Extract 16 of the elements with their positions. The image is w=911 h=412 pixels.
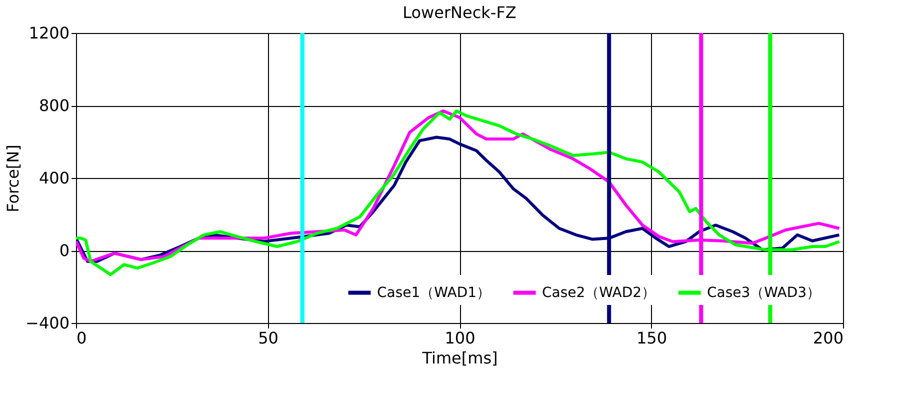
x-tick-label: 0 (76, 328, 87, 348)
x-tick-label: 50 (258, 328, 278, 348)
x-tick-label: 100 (444, 328, 476, 348)
x-axis-title: Time[ms] (421, 348, 498, 368)
y-tick-label: 400 (38, 168, 70, 188)
y-tick-label: 1200 (28, 24, 70, 42)
y-tick-label: 0 (59, 241, 70, 260)
legend-label: Case2（WAD2） (542, 284, 656, 301)
legend-label: Case1（WAD1） (377, 284, 491, 301)
chart-title: LowerNeck-FZ (402, 3, 516, 22)
x-tick-label: 200 (812, 328, 844, 348)
y-axis-title: Force[N] (4, 144, 23, 212)
y-tick-label: −400 (26, 314, 70, 332)
x-tick-label: 150 (636, 328, 668, 348)
legend-label: Case3（WAD3） (707, 284, 821, 301)
y-tick-label: 800 (38, 96, 70, 115)
